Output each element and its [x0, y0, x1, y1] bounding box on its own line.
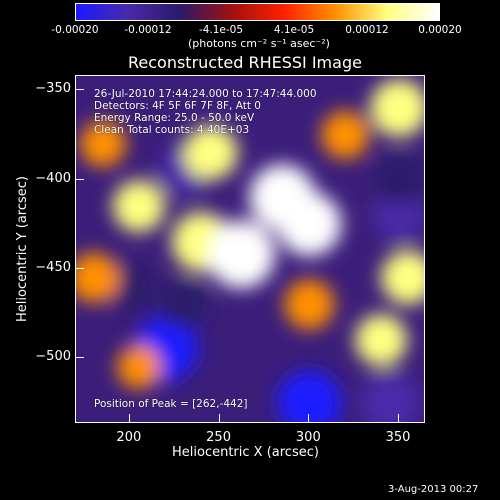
colorbar-tick-label: 0.00020 [418, 24, 462, 36]
y-tick-mark [76, 356, 84, 358]
colorbar-tick-label: -0.00020 [51, 24, 99, 36]
heatmap-hotspot [284, 279, 335, 330]
y-tick-label: −450 [35, 259, 71, 275]
x-tick-mark [398, 414, 400, 422]
annotation-time: 26-Jul-2010 17:44:24.000 to 17:47:44.000 [94, 88, 317, 100]
annotation-clean: Clean Total counts: 4.40E+03 [94, 124, 250, 136]
heatmap-hotspot [381, 250, 424, 305]
heatmap-hotspot [355, 314, 408, 367]
heatmap-hotspot [321, 110, 370, 159]
annotation-energy: Energy Range: 25.0 - 50.0 keV [94, 112, 255, 124]
x-tick-label: 250 [206, 430, 231, 445]
heatmap-hotspot [79, 120, 126, 167]
y-tick-label: −350 [35, 81, 71, 97]
heatmap-coldspot [277, 370, 342, 422]
colorbar-tick-label: 0.00012 [345, 24, 389, 36]
footer-date: 3-Aug-2013 00:27 [388, 484, 479, 495]
colorbar-tick-label: -0.00012 [124, 24, 172, 36]
heatmap-image [76, 79, 424, 422]
x-tick-label: 300 [295, 430, 321, 445]
plot-area: 26-Jul-2010 17:44:24.000 to 17:47:44.000… [75, 75, 425, 423]
heatmap-coldspot [373, 189, 424, 242]
heatmap-hotspot [112, 180, 165, 233]
annotation-detectors: Detectors: 4F 5F 6F 7F 8F, Att 0 [94, 100, 261, 112]
y-tick-mark [76, 89, 84, 91]
colorbar-ticks: -0.00020 -0.00012 -4.1e-05 4.1e-05 0.00012 0.… [0, 24, 500, 38]
heatmap-hotspot [116, 344, 161, 389]
y-tick-label: −500 [35, 348, 71, 364]
heatmap-coldspot [159, 280, 208, 329]
colorbar-tick-label: 4.1e-05 [273, 24, 315, 36]
heatmap-hotspot [76, 252, 119, 303]
y-tick-mark [76, 178, 84, 180]
x-tick-mark [308, 414, 310, 422]
x-tick-mark [218, 414, 220, 422]
colorbar-units-label: (photons cm⁻² s⁻¹ asec⁻²) [188, 37, 330, 50]
y-tick-label: −400 [35, 170, 71, 186]
x-axis-label: Heliocentric X (arcsec) [172, 445, 319, 460]
x-tick-label: 350 [385, 430, 411, 445]
colorbar [75, 3, 440, 21]
heatmap-hotspot [183, 125, 238, 180]
annotation-peak: Position of Peak = [262,-442] [94, 398, 248, 410]
y-axis-label: Heliocentric Y (arcsec) [15, 176, 30, 322]
heatmap-hotspot [370, 79, 424, 138]
x-tick-label: 200 [116, 430, 142, 445]
heatmap-coldspot [374, 154, 424, 205]
heatmap-coldspot [360, 372, 421, 422]
y-tick-mark [76, 267, 84, 269]
chart-title: Reconstructed RHESSI Image [128, 53, 362, 72]
heatmap-hotspot [207, 220, 276, 289]
heatmap-hotspot [249, 164, 316, 231]
colorbar-tick-label: -4.1e-05 [198, 24, 244, 36]
x-tick-mark [128, 414, 130, 422]
